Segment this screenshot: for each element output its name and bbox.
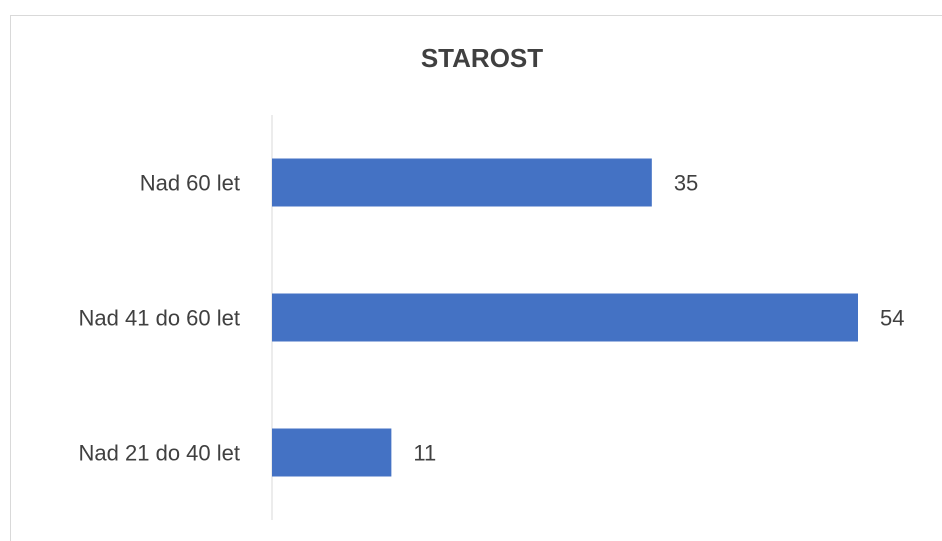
y-tick-label: Nad 60 let xyxy=(140,170,240,195)
bar xyxy=(272,428,392,477)
data-label: 11 xyxy=(413,440,436,465)
data-label: 35 xyxy=(674,170,698,195)
y-tick-label: Nad 41 do 60 let xyxy=(79,305,240,330)
chart-frame xyxy=(10,15,942,541)
data-label: 54 xyxy=(880,305,904,330)
bar xyxy=(272,158,652,207)
bar xyxy=(272,293,858,342)
y-tick-label: Nad 21 do 40 let xyxy=(79,440,240,465)
chart-title: STAROST xyxy=(421,43,543,73)
